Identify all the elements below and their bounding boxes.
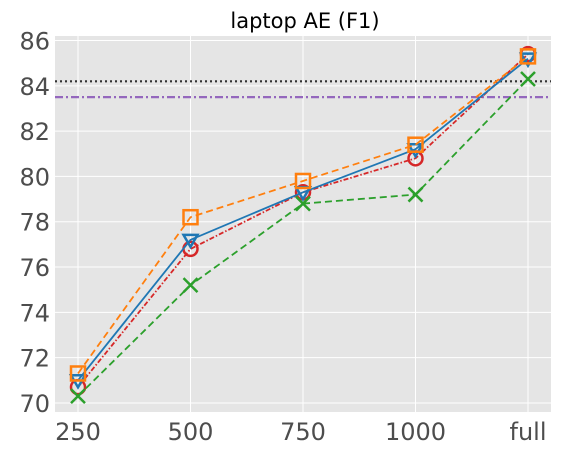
series — [70, 71, 536, 405]
data-point — [182, 277, 199, 294]
series-line — [77, 55, 529, 375]
x-tick-label: 750 — [280, 418, 326, 446]
data-point — [519, 48, 537, 65]
y-tick-label: 78 — [19, 209, 50, 237]
series-line — [77, 57, 529, 381]
y-tick-label: 72 — [19, 345, 50, 373]
data-point — [295, 195, 311, 212]
data-point — [69, 365, 87, 382]
tick-labels: 70 72 74 76 78 80 82 84 86 250 500 750 1000 full — [19, 28, 546, 446]
x-tick-label: full — [510, 418, 547, 446]
x-tick-label: 250 — [55, 418, 101, 446]
y-tick-label: 84 — [19, 73, 50, 101]
data-point — [407, 186, 424, 203]
reference-lines — [55, 80, 551, 99]
series — [69, 48, 537, 382]
y-tick-label: 82 — [19, 118, 50, 146]
x-tick-label: 500 — [168, 418, 214, 446]
y-tick-label: 76 — [19, 254, 50, 282]
series-group — [68, 45, 538, 405]
y-tick-label: 70 — [19, 390, 50, 418]
series-line — [77, 53, 529, 388]
data-point — [182, 208, 199, 226]
data-point — [181, 233, 200, 250]
y-tick-label: 74 — [19, 299, 50, 327]
y-tick-label: 86 — [19, 28, 50, 56]
data-point — [70, 388, 86, 405]
y-tick-label: 80 — [19, 163, 50, 191]
chart-title: laptop AE (F1) — [230, 9, 379, 33]
series-line — [77, 78, 529, 397]
data-point — [294, 172, 312, 190]
data-point — [407, 136, 424, 153]
x-tick-label: 1000 — [385, 418, 446, 446]
data-point — [520, 71, 536, 87]
